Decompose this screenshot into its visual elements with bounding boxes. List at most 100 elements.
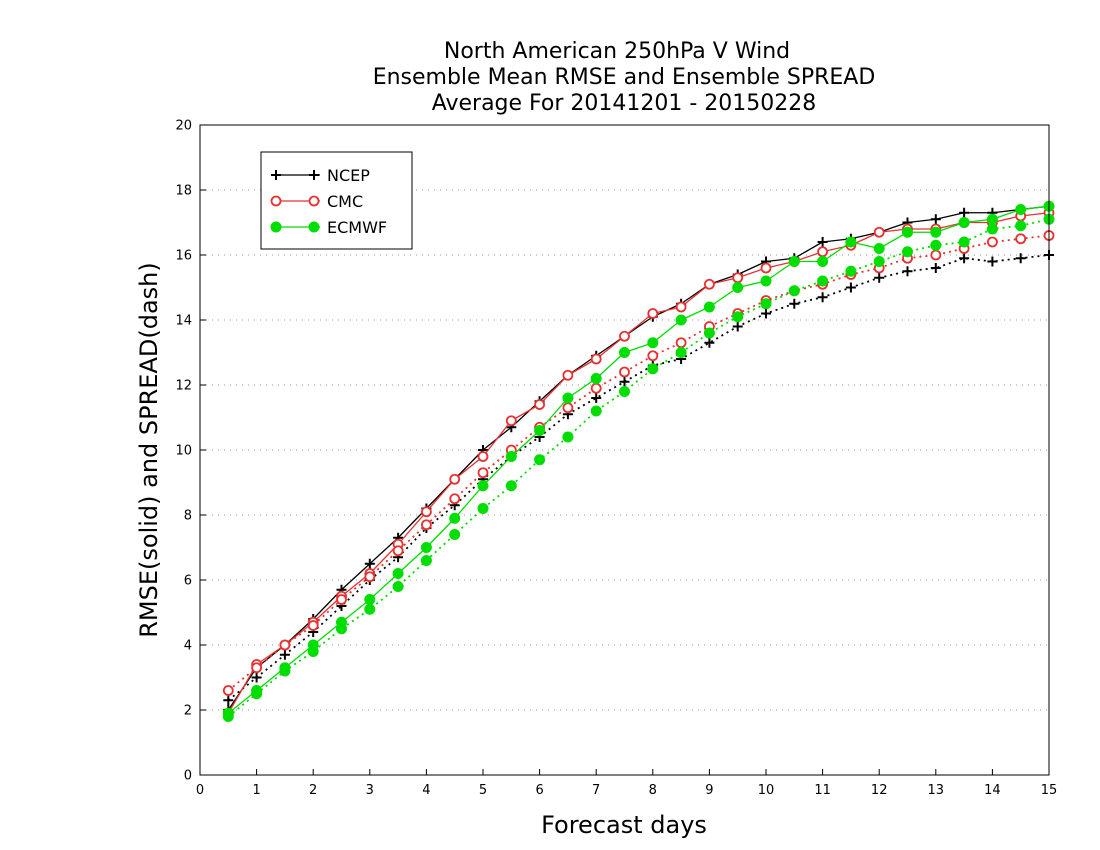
ncep-spread-point <box>591 393 602 403</box>
ecmwf-rmse-point <box>505 451 517 462</box>
y-tick-label: 0 <box>184 769 192 784</box>
legend-label-ncep: NCEP <box>327 166 370 185</box>
y-tick-label: 16 <box>175 249 192 264</box>
ecmwf-spread-point <box>222 711 234 722</box>
ncep-spread-point <box>817 292 828 303</box>
cmc-spread-point <box>987 236 998 248</box>
ncep-spread-point <box>1015 253 1026 264</box>
cmc-rmse-point <box>704 278 715 290</box>
cmc-rmse-series <box>222 207 1055 719</box>
ecmwf-spread-point <box>307 646 319 657</box>
x-tick-label: 7 <box>592 783 600 798</box>
ecmwf-spread-series <box>222 213 1055 722</box>
ecmwf-spread-point <box>788 285 800 297</box>
ecmwf-spread-point <box>647 363 659 375</box>
y-tick-label: 8 <box>184 509 192 524</box>
ncep-rmse-point <box>364 558 375 569</box>
cmc-spread-point <box>477 467 489 479</box>
x-tick-label: 3 <box>366 783 374 798</box>
cmc-rmse-point <box>873 226 885 238</box>
ecmwf-rmse-point <box>986 213 998 225</box>
ecmwf-rmse-point <box>845 236 857 248</box>
ncep-spread-point <box>845 282 856 293</box>
legend-label-cmc: CMC <box>327 192 363 211</box>
legend: NCEP CMC ECMWF <box>260 151 413 250</box>
x-tick-label: 14 <box>984 783 1001 798</box>
y-tick-label: 4 <box>184 639 192 654</box>
x-tick-label: 12 <box>871 783 888 798</box>
ncep-spread-point <box>279 649 290 660</box>
ncep-spread-point <box>789 298 800 309</box>
grid-lines <box>200 189 1049 711</box>
ncep-spread-point <box>930 263 941 273</box>
ecmwf-rmse-point <box>562 392 574 404</box>
cmc-spread-point <box>364 571 376 583</box>
ecmwf-spread-point <box>505 480 517 492</box>
cmc-rmse-point <box>590 353 602 365</box>
cmc-spread-point <box>449 493 461 505</box>
ecmwf-spread-point <box>336 623 347 635</box>
ecmwf-rmse-point <box>675 314 687 326</box>
ecmwf-rmse-point <box>392 568 404 579</box>
cmc-rmse-line <box>227 212 1050 714</box>
ecmwf-spread-point <box>534 454 546 466</box>
x-tick-label: 0 <box>196 783 204 798</box>
ecmwf-spread-point <box>279 665 291 677</box>
legend-marker-ecmwf <box>308 221 320 233</box>
ecmwf-rmse-line <box>227 205 1050 714</box>
y-tick-label: 18 <box>175 184 192 199</box>
ecmwf-spread-point <box>251 688 263 700</box>
ecmwf-spread-point <box>760 298 772 310</box>
x-tick-label: 5 <box>479 783 487 798</box>
legend-marker-cmc <box>308 195 320 207</box>
ecmwf-spread-point <box>902 246 913 258</box>
ncep-spread-point <box>732 321 743 332</box>
chart-title-line-3: Average For 20141201 - 20150228 <box>432 91 817 116</box>
ncep-spread-point <box>902 266 913 277</box>
y-axis-label: RMSE(solid) and SPREAD(dash) <box>135 262 163 638</box>
x-axis-label: Forecast days <box>541 811 707 839</box>
x-tick-label: 15 <box>1041 783 1058 798</box>
cmc-spread-point <box>420 519 432 531</box>
ncep-spread-series <box>223 250 1054 706</box>
series-layer <box>222 200 1055 722</box>
legend-marker-ecmwf <box>270 221 282 233</box>
ncep-rmse-line <box>227 205 1050 711</box>
ecmwf-spread-point <box>958 236 970 248</box>
ecmwf-spread-point <box>364 603 376 615</box>
legend-item-ncep: NCEP <box>271 166 370 185</box>
legend-marker-ncep <box>309 170 319 180</box>
ncep-spread-point <box>874 272 885 283</box>
y-tick-label: 2 <box>184 704 192 719</box>
cmc-rmse-point <box>817 246 828 258</box>
ecmwf-rmse-point <box>534 425 546 436</box>
ecmwf-rmse-point <box>902 226 913 238</box>
cmc-rmse-point <box>760 262 772 274</box>
x-tick-label: 9 <box>705 783 713 798</box>
x-tick-label: 11 <box>814 783 831 798</box>
y-tick-label: 20 <box>175 119 192 134</box>
cmc-rmse-point <box>647 308 659 319</box>
plot-area-frame <box>199 124 1050 776</box>
ecmwf-rmse-point <box>364 594 376 605</box>
ncep-rmse-series <box>223 201 1054 715</box>
ecmwf-rmse-point <box>930 226 942 238</box>
chart-title-line-2: Ensemble Mean RMSE and Ensemble SPREAD <box>373 65 876 90</box>
cmc-spread-line <box>227 234 1050 692</box>
legend-label-ecmwf: ECMWF <box>327 218 387 237</box>
ecmwf-spread-point <box>562 431 574 443</box>
cmc-rmse-point <box>449 473 461 485</box>
ncep-rmse-point <box>930 214 941 225</box>
ncep-spread-point <box>987 256 998 267</box>
ncep-rmse-point <box>959 207 970 218</box>
cmc-spread-point <box>392 545 404 557</box>
cmc-rmse-point <box>534 399 545 410</box>
cmc-spread-point <box>307 620 319 631</box>
y-tick-label: 10 <box>175 444 192 459</box>
cmc-spread-point <box>251 662 263 674</box>
cmc-spread-point <box>1015 233 1027 245</box>
ecmwf-spread-point <box>732 311 744 323</box>
x-tick-label: 2 <box>309 783 317 798</box>
x-tick-label: 6 <box>535 783 543 798</box>
